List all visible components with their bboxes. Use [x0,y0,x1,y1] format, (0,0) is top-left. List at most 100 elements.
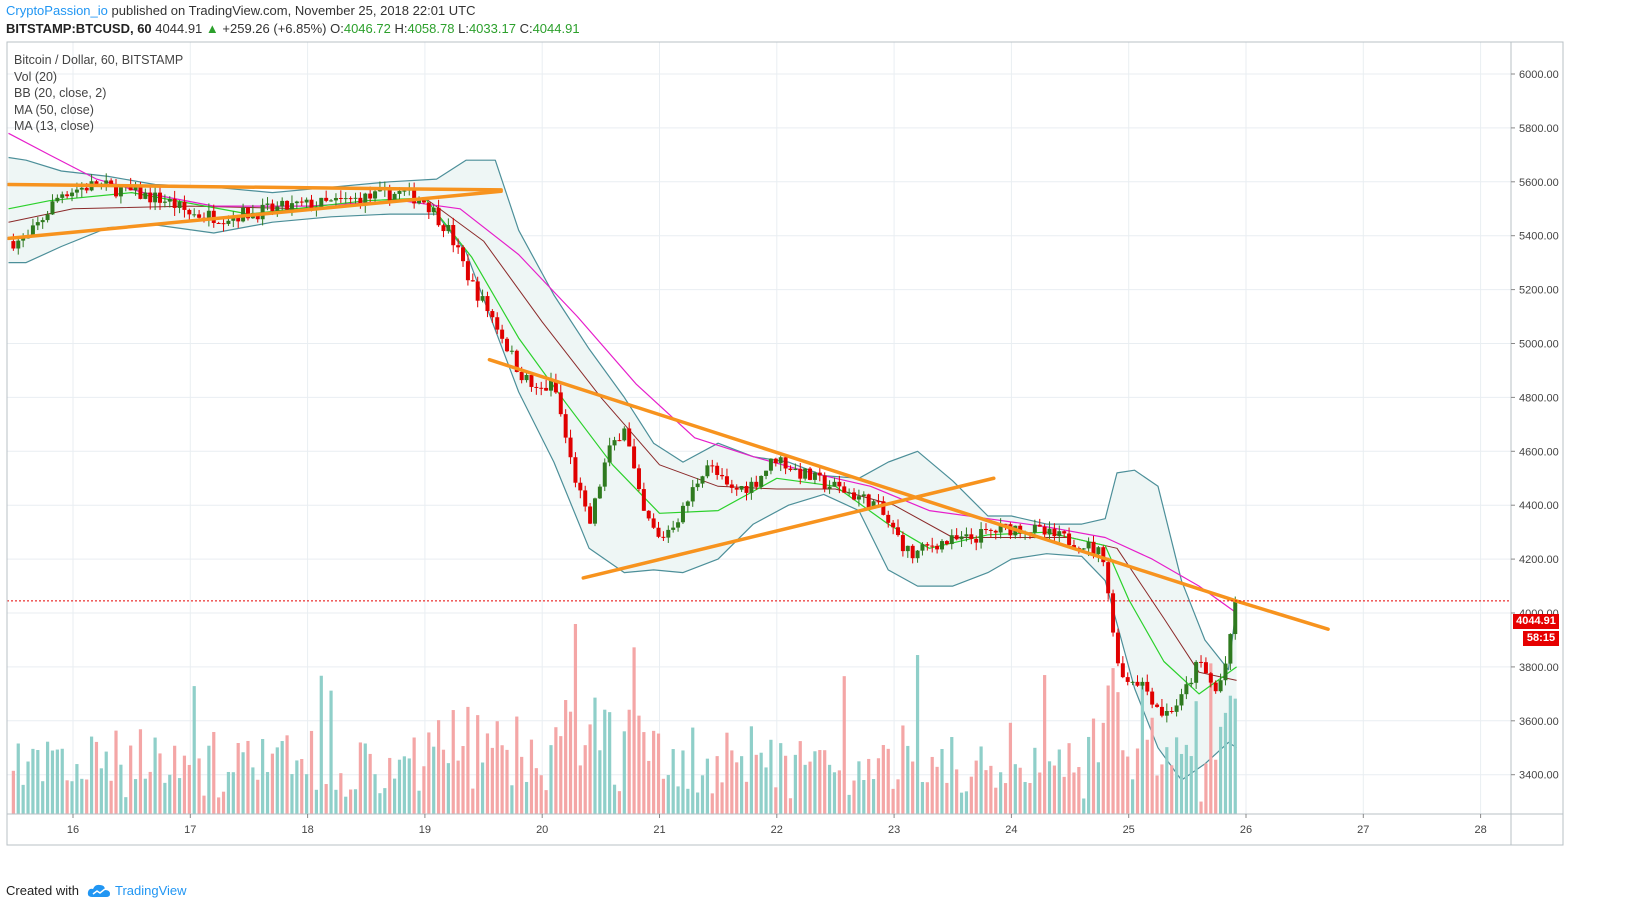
volume-bar [119,764,123,814]
volume-bar [1189,756,1193,814]
candle-body [632,446,637,469]
x-tick-label: 28 [1474,824,1486,836]
candle-body [832,481,837,487]
volume-bar [920,782,925,814]
candle-body [226,220,231,224]
volume-bar [1072,772,1076,814]
candle-body [656,527,661,537]
volume-bar [1174,737,1179,814]
candle-body [935,545,940,550]
volume-bar [129,745,133,814]
volume-bar [979,746,983,814]
volume-bar [901,725,905,814]
legend-item-bb[interactable]: BB (20, close, 2) [14,86,107,100]
trendline[interactable] [1238,600,1330,631]
candle-body [216,222,221,224]
volume-bar [500,745,504,814]
candle-body [353,197,358,199]
volume-bar [285,735,289,814]
volume-bar [1047,761,1052,814]
volume-bar [608,712,612,814]
trendline[interactable] [7,189,503,241]
volume-bar [881,745,885,814]
candle-body [1062,531,1067,534]
volume-bar [554,727,558,814]
x-tick-label: 25 [1123,824,1135,836]
volume-bar [55,749,59,814]
volume-bar [45,741,50,814]
volume-bar [779,743,783,814]
candle-body [1140,681,1145,686]
candle-body [553,379,558,393]
volume-bar [925,782,929,814]
volume-bar [217,797,221,814]
volume-bar [696,792,700,814]
published-text: published on TradingView.com, November 2… [111,3,476,18]
trendlines [7,182,1330,631]
volume-bar [774,787,778,814]
trendline[interactable] [581,476,996,580]
candle-body [607,445,612,463]
volume-bar [1057,749,1061,814]
author-link[interactable]: CryptoPassion_io [6,3,108,18]
candle-body [710,465,715,467]
x-tick-label: 16 [67,824,79,836]
candle-body [35,222,40,226]
volume-bar [324,784,328,814]
volume-bar [813,751,817,814]
volume-bar [793,754,797,814]
volume-bar [759,752,763,814]
volume-bar [803,764,807,814]
trendline[interactable] [7,182,503,192]
volume-bar [1023,781,1027,814]
legend-item-ma50[interactable]: MA (50, close) [14,102,94,117]
publish-line: CryptoPassion_io published on TradingVie… [6,3,476,18]
volume-bar [363,743,367,814]
x-axis: 16 17 18 19 20 21 22 23 24 25 26 27 28 [67,814,1487,836]
volume-bar [1087,736,1091,814]
candle-body [988,529,993,531]
candle-body [11,241,16,249]
candle-body [16,240,21,249]
volume-bar [412,737,416,814]
volume-bar [319,675,323,814]
candle-body [768,458,773,471]
candle-body [1037,524,1042,527]
candle-body [817,472,822,476]
y-tick-label: 3600.00 [1519,716,1559,728]
volume-bar [769,739,773,814]
candle-body [50,201,55,215]
trendline[interactable] [487,357,1242,604]
volume-bar [153,737,157,814]
candle-body [333,197,338,201]
candle-body [495,317,500,330]
volume-bar [539,775,543,814]
candle-body [84,187,89,191]
volume-bar [192,686,196,814]
candle-body [680,505,685,523]
volume-bar [1131,779,1135,814]
volume-bar [1013,764,1017,814]
volume-bar [1043,675,1047,814]
candle-body [285,200,290,210]
legend-item-ma13[interactable]: MA (13, close) [14,119,94,133]
volume-bar [31,748,35,814]
candle-body [505,338,510,352]
candle-body [842,486,847,493]
legend-item-vol[interactable]: Vol (20) [14,69,58,84]
volume-bar [349,789,353,814]
tradingview-logo[interactable]: TradingView [87,883,187,898]
volume-bar [75,764,79,814]
candle-body [1042,526,1047,535]
volume-bar [495,721,499,814]
volume-bar [16,743,20,814]
volume-bar [1199,801,1203,814]
volume-bar [26,761,30,814]
volume-bar [158,753,162,814]
volume-bar [964,791,969,814]
candle-body [475,281,480,301]
volume-bar [617,791,622,814]
volume-bar [202,795,206,814]
volume-bar [783,755,788,814]
